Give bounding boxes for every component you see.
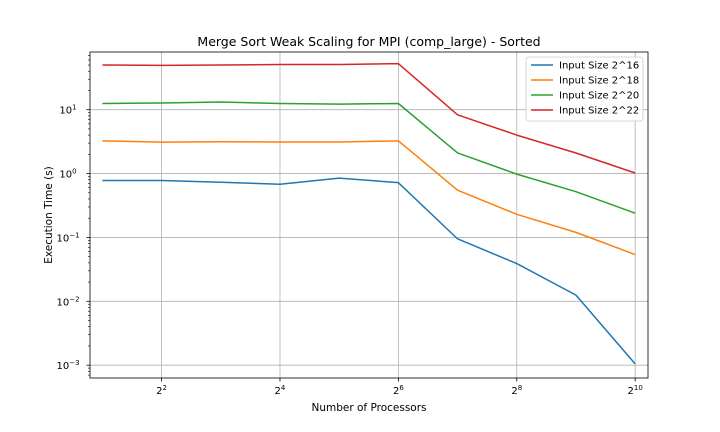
y-tick-label-exponent: 0	[72, 168, 76, 176]
x-tick-label: 28	[511, 384, 522, 397]
y-tick-label: 10−2	[56, 295, 79, 308]
x-tick-label: 26	[393, 384, 404, 397]
legend-items: Input Size 2^16 Input Size 2^18 Input Size…	[531, 61, 639, 117]
series-line-4	[102, 62, 636, 174]
y-axis-label: Execution Time (s)	[43, 166, 55, 264]
x-tick-label-base: 2	[511, 386, 517, 397]
series-line-1	[102, 177, 636, 365]
x-tick-label-base: 2	[628, 386, 634, 397]
series-lines	[102, 62, 636, 365]
y-tick-label: 10−3	[56, 359, 79, 372]
legend-box	[525, 56, 644, 122]
x-tick-label-base: 2	[393, 386, 399, 397]
x-tick-label-exponent: 6	[399, 384, 404, 392]
x-tick-label: 210	[628, 384, 643, 397]
y-tick-label-exponent: −1	[69, 231, 79, 239]
legend-label: Input Size 2^20	[559, 91, 639, 102]
y-tick-label-base: 10	[56, 361, 69, 372]
x-tick-label: 22	[156, 384, 167, 397]
legend: Input Size 2^16 Input Size 2^18 Input Size…	[525, 56, 644, 122]
y-tick-label-base: 10	[59, 106, 72, 117]
x-tick-label-base: 2	[156, 386, 162, 397]
y-tick-label-exponent: −2	[69, 295, 79, 303]
x-tick-label-exponent: 10	[634, 384, 643, 392]
x-tick-label: 24	[275, 384, 286, 397]
legend-label: Input Size 2^18	[559, 76, 639, 87]
x-tick-label-exponent: 2	[163, 384, 167, 392]
x-tick-label-base: 2	[275, 386, 281, 397]
x-axis-label: Number of Processors	[311, 402, 426, 414]
series-line-3	[102, 101, 636, 214]
x-tick-label-exponent: 4	[281, 384, 286, 392]
y-tick-label-exponent: −3	[69, 359, 79, 367]
x-tick-label-exponent: 8	[518, 384, 522, 392]
chart-title: Merge Sort Weak Scaling for MPI (comp_la…	[197, 34, 540, 49]
y-tick-label: 10−1	[56, 231, 79, 244]
y-tick-label: 101	[59, 104, 76, 117]
x-ticks: 22 24 26 28 210	[156, 378, 643, 397]
plot-frame	[89, 51, 649, 379]
y-tick-label-base: 10	[56, 233, 69, 244]
legend-label: Input Size 2^22	[559, 106, 639, 117]
y-tick-label-base: 10	[59, 170, 72, 181]
y-tick-label: 100	[59, 168, 76, 181]
y-tick-label-exponent: 1	[72, 104, 76, 112]
legend-label: Input Size 2^16	[559, 61, 639, 72]
y-tick-label-base: 10	[56, 297, 69, 308]
series-line-2	[102, 140, 636, 256]
